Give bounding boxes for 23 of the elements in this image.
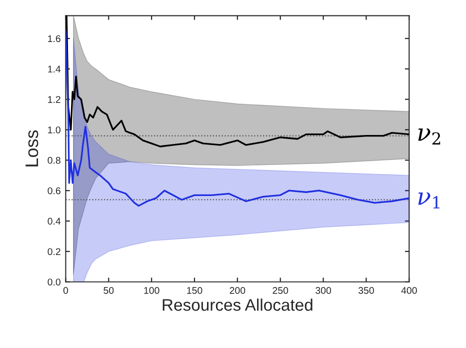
x-tick-label: 200	[230, 287, 246, 294]
y-tick-label: 0.0	[48, 278, 60, 286]
x-tick-label: 100	[144, 287, 160, 294]
y-tick-label: 1.2	[48, 96, 60, 103]
series-label: ν$_{1}$	[418, 192, 440, 208]
line-series	[66, 30, 410, 207]
x-tick-label: 0	[63, 287, 68, 294]
x-tick-label: 50	[104, 287, 114, 294]
y-tick-label: 0.8	[48, 156, 60, 164]
x-tick-label: 350	[358, 287, 374, 294]
y-axis-title: Loss	[26, 130, 38, 166]
series-label: ν$_{2}$	[418, 128, 440, 144]
y-tick-label: 1.4	[48, 66, 61, 72]
x-tick-label: 300	[316, 287, 332, 294]
y-tick-label: 0.6	[48, 187, 60, 194]
y-tick-label: 0.4	[48, 218, 61, 225]
x-tick-label: 150	[187, 287, 202, 294]
y-tick-label: 1.6	[48, 35, 60, 42]
x-tick-label: 250	[272, 287, 288, 294]
x-tick-label: 400	[401, 287, 417, 294]
x-axis-title: Resources Allocated	[162, 298, 312, 311]
y-tick-label: 0.2	[48, 248, 60, 256]
y-tick-label: 1.0	[48, 126, 60, 134]
